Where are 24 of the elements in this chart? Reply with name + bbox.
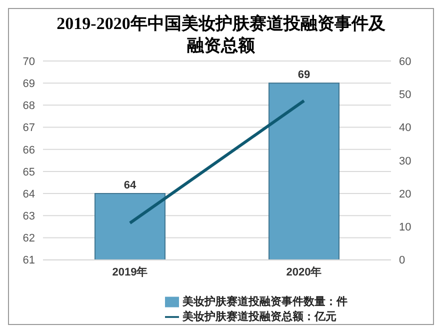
y-tick-label: 67	[22, 122, 35, 134]
chart-title: 2019-2020年中国美妆护肤赛道投融资事件及融资总额	[56, 13, 386, 57]
legend-label: 美妆护肤赛道投融资总额：亿元	[182, 310, 336, 323]
y-tick-label: 68	[22, 100, 35, 112]
legend-label: 美妆护肤赛道投融资事件数量：件	[182, 296, 348, 308]
y-tick-label: 63	[22, 210, 35, 223]
y2-tick-label: 10	[399, 222, 412, 234]
y2-tick-label: 30	[399, 155, 412, 168]
data-label: 64	[124, 180, 137, 192]
y-tick-label: 70	[22, 56, 35, 68]
y-tick-label: 66	[22, 144, 35, 156]
data-label: 69	[298, 69, 310, 82]
y2-tick-label: 0	[399, 254, 406, 267]
x-tick-label: 2019年	[112, 266, 148, 279]
y2-tick-label: 40	[399, 122, 412, 134]
y-tick-label: 69	[22, 78, 35, 90]
y2-tick-label: 50	[399, 89, 412, 102]
x-tick-label: 2020年	[286, 266, 322, 279]
y-tick-label: 62	[22, 232, 35, 245]
y-tick-label: 61	[22, 254, 35, 267]
y-tick-label: 64	[22, 188, 35, 200]
y-tick-label: 65	[22, 166, 35, 178]
y2-tick-label: 60	[399, 56, 412, 68]
y2-tick-label: 20	[399, 188, 412, 200]
